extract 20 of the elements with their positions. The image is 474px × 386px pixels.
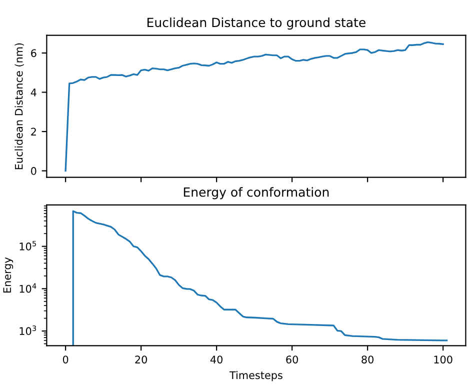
y-axis-title: Energy [3,257,14,293]
x-tick-label: 60 [286,356,298,364]
y-tick-label: 10$^{3}$ [20,326,36,336]
y-tick-label: 2 [31,128,36,136]
y-tick-label: 4 [30,88,36,96]
y-tick-label: 0 [31,167,36,175]
x-tick-label: 100 [434,356,452,364]
x-tick-label: 40 [210,356,222,364]
line-series [72,210,448,346]
y-tick-label: 6 [31,49,36,58]
line-series [64,41,444,172]
x-tick-label: 20 [135,356,147,364]
y-tick-label: 10$^{5}$ [20,240,36,250]
chart-title: Energy of conformation [184,187,329,200]
y-axis-title: Euclidean Distance (nm) [14,43,24,170]
x-tick-label: 80 [362,356,374,364]
chart-title: Euclidean Distance to ground state [148,17,366,30]
y-tick-label: 10$^{4}$ [20,283,36,293]
x-tick-label: 0 [62,356,68,364]
x-axis-title: Timesteps [229,371,282,382]
